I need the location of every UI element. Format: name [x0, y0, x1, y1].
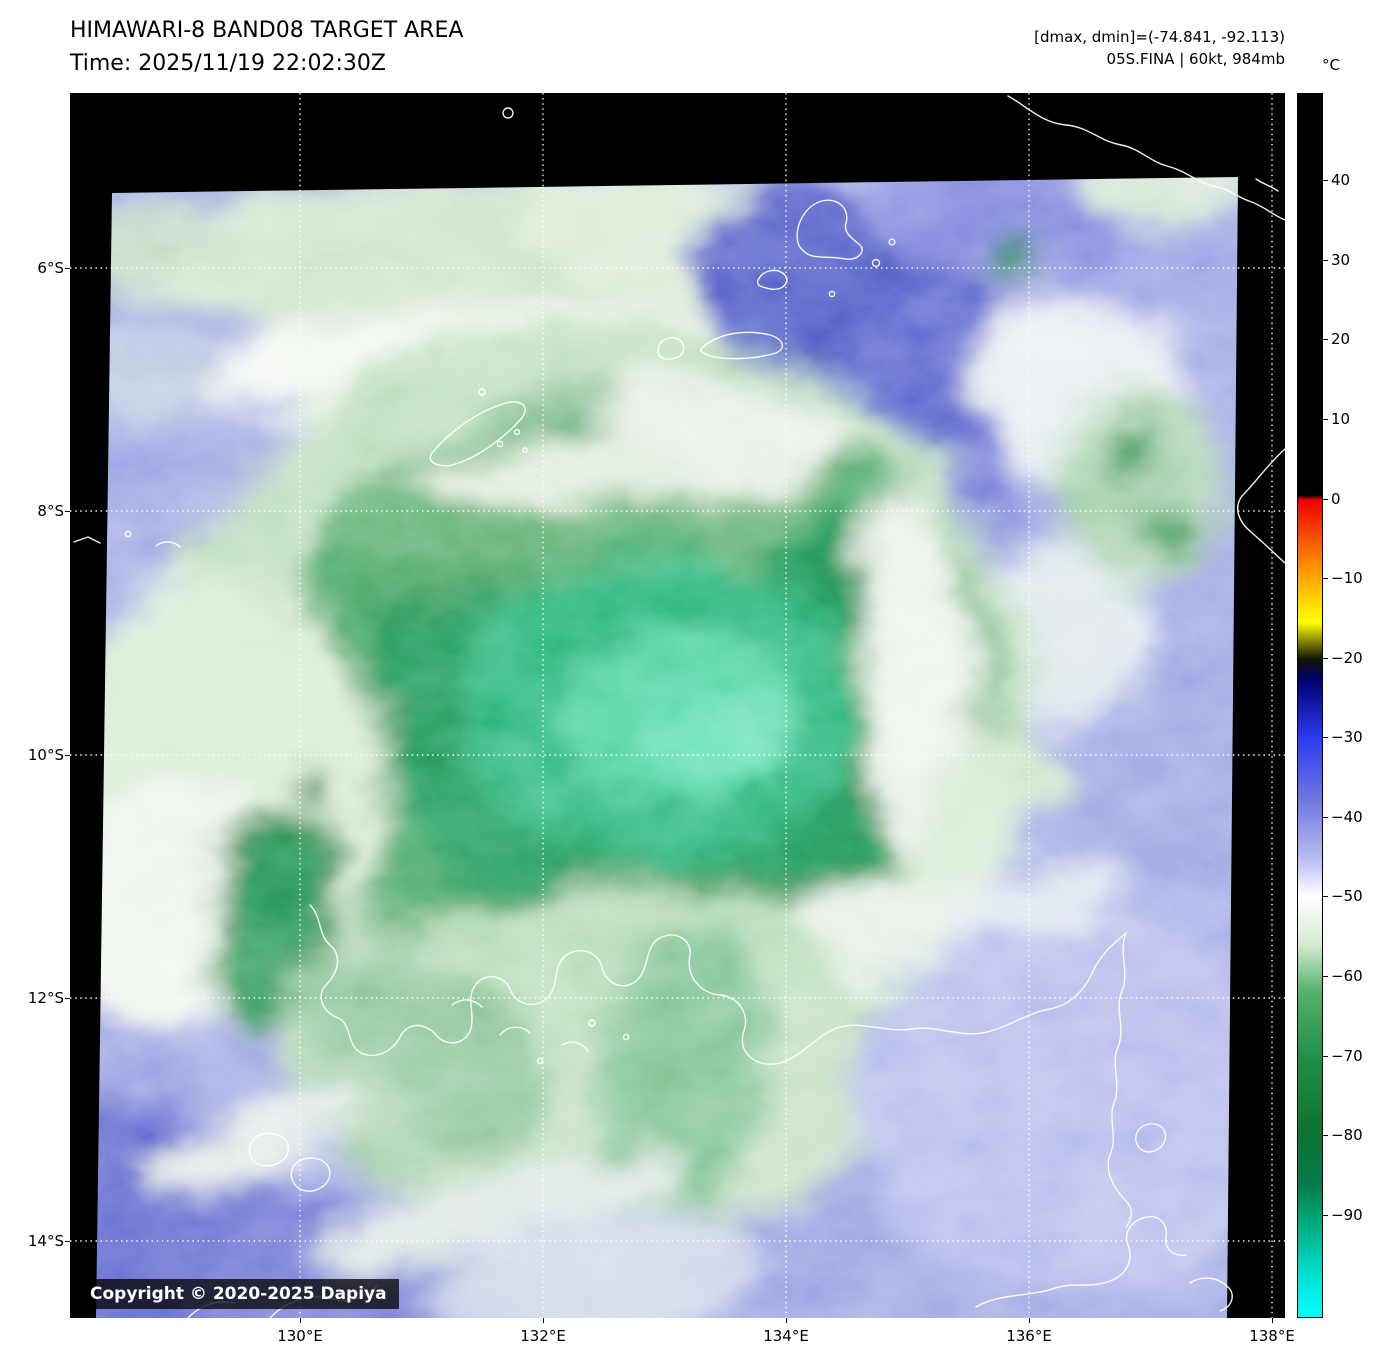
- map-plot: [70, 93, 1285, 1318]
- colorbar-tick-mark: [1323, 180, 1328, 181]
- colorbar-tick-label: −40: [1331, 808, 1363, 826]
- colorbar-tick-mark: [1323, 896, 1328, 897]
- lon-tick-mark: [786, 1318, 787, 1323]
- lat-tick-label: 8°S: [37, 502, 64, 520]
- time-label: Time: 2025/11/19 22:02:30Z: [70, 51, 386, 76]
- colorbar-tick-label: 20: [1331, 330, 1351, 348]
- colorbar-tick-label: 30: [1331, 251, 1351, 269]
- lat-tick-label: 10°S: [27, 746, 64, 764]
- lon-tick-mark: [300, 1318, 301, 1323]
- colorbar-tick-mark: [1323, 976, 1328, 977]
- lat-tick-label: 12°S: [27, 989, 64, 1007]
- lon-tick-label: 134°E: [763, 1327, 809, 1345]
- satellite-swath: [96, 177, 1238, 1318]
- lat-tick-mark: [65, 998, 70, 999]
- colorbar-tick-mark: [1323, 499, 1328, 500]
- lat-tick-mark: [65, 268, 70, 269]
- colorbar-tick-mark: [1323, 658, 1328, 659]
- colorbar-tick-mark: [1323, 737, 1328, 738]
- lon-tick-mark: [1272, 1318, 1273, 1323]
- page-title: HIMAWARI-8 BAND08 TARGET AREA: [70, 18, 464, 43]
- graticule-gridlines: [70, 93, 1285, 1318]
- lat-tick-label: 14°S: [27, 1232, 64, 1250]
- colorbar-tick-mark: [1323, 260, 1328, 261]
- colorbar-tick-mark: [1323, 1215, 1328, 1216]
- lat-tick-label: 6°S: [37, 259, 64, 277]
- colorbar-tick-label: 0: [1331, 490, 1341, 508]
- colorbar-tick-label: −70: [1331, 1047, 1363, 1065]
- lon-tick-label: 138°E: [1249, 1327, 1295, 1345]
- lon-tick-label: 132°E: [520, 1327, 566, 1345]
- colorbar-tick-mark: [1323, 817, 1328, 818]
- colorbar-tick-label: −20: [1331, 649, 1363, 667]
- colorbar-tick-mark: [1323, 339, 1328, 340]
- lat-tick-mark: [65, 755, 70, 756]
- lon-tick-mark: [1029, 1318, 1030, 1323]
- colorbar-tick-mark: [1323, 578, 1328, 579]
- lat-tick-mark: [65, 511, 70, 512]
- copyright-badge: Copyright © 2020-2025 Dapiya: [78, 1279, 399, 1309]
- lat-tick-mark: [65, 1241, 70, 1242]
- colorbar-tick-label: −80: [1331, 1126, 1363, 1144]
- lon-tick-label: 136°E: [1006, 1327, 1052, 1345]
- colorbar-tick-mark: [1323, 1135, 1328, 1136]
- colorbar-tick-label: −30: [1331, 728, 1363, 746]
- lon-tick-label: 130°E: [277, 1327, 323, 1345]
- colorbar-tick-mark: [1323, 1056, 1328, 1057]
- storm-info-label: 05S.FINA | 60kt, 984mb: [1106, 50, 1285, 68]
- colorbar-tick-mark: [1323, 419, 1328, 420]
- colorbar-unit-label: °C: [1322, 56, 1340, 74]
- satellite-image: [70, 93, 1285, 1318]
- colorbar-tick-label: −90: [1331, 1206, 1363, 1224]
- lon-tick-mark: [543, 1318, 544, 1323]
- header-right-block: [dmax, dmin]=(-74.841, -92.113) 05S.FINA…: [1034, 26, 1285, 70]
- colorbar-tick-label: −50: [1331, 887, 1363, 905]
- header-block: HIMAWARI-8 BAND08 TARGET AREA Time: 2025…: [70, 14, 463, 80]
- coastline-overlay: [73, 95, 1285, 1318]
- dmax-dmin-label: [dmax, dmin]=(-74.841, -92.113): [1034, 28, 1285, 46]
- colorbar-gradient: [1297, 93, 1323, 1318]
- colorbar-tick-label: 10: [1331, 410, 1351, 428]
- colorbar-tick-label: −60: [1331, 967, 1363, 985]
- colorbar-tick-label: 40: [1331, 171, 1351, 189]
- colorbar-tick-label: −10: [1331, 569, 1363, 587]
